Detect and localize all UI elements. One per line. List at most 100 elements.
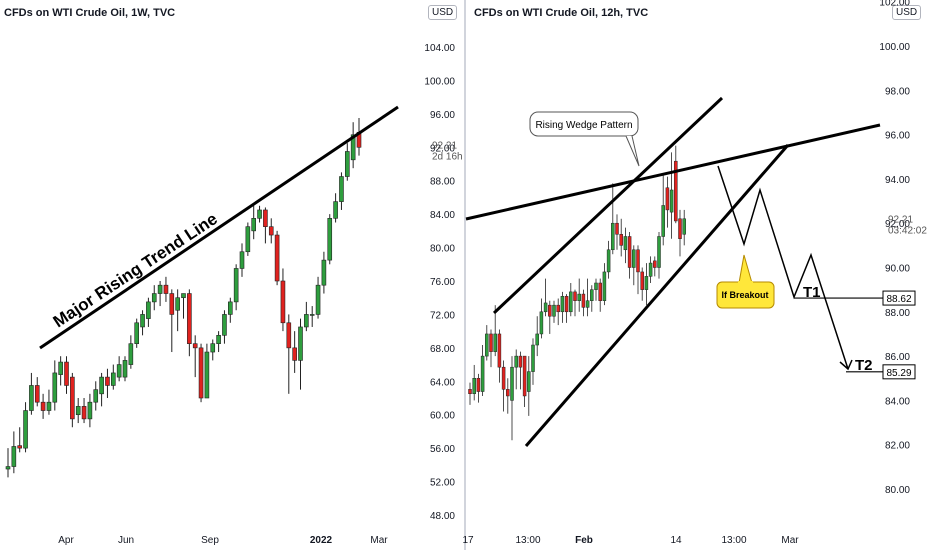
- weekly-candle-body: [298, 326, 303, 361]
- weekly-chart-canvas[interactable]: 104.00 100.00 96.00 92.00 88.00 84.00 80.00 76.…: [0, 0, 464, 550]
- weekly-candle-body: [204, 351, 210, 399]
- twelve-hour-candle-body: [627, 236, 632, 268]
- twelve-hour-candle-body: [539, 311, 544, 335]
- weekly-candle-body: [198, 347, 204, 399]
- wedge-upper-line[interactable]: [492, 96, 724, 315]
- weekly-candle-body: [280, 280, 286, 324]
- twelve-hour-candle-body: [468, 389, 472, 395]
- resistance-trend-line[interactable]: [465, 123, 881, 221]
- weekly-candle-body: [146, 301, 151, 319]
- twelve-hour-price-label: 92.21: [888, 215, 913, 226]
- twelve-hour-candle-body: [669, 189, 674, 213]
- breakout-callout-pointer: [738, 254, 753, 284]
- weekly-candle-body: [23, 410, 28, 449]
- weekly-y-tick-label: 104.00: [424, 43, 455, 54]
- weekly-candle-body: [251, 218, 256, 232]
- twelve-hour-candle-body: [527, 371, 531, 392]
- weekly-y-tick-label: 56.00: [430, 444, 455, 455]
- weekly-y-tick-label: 64.00: [430, 377, 455, 388]
- weekly-candle-body: [339, 176, 344, 202]
- weekly-candle-body: [40, 401, 46, 411]
- weekly-candle-body: [321, 259, 327, 286]
- weekly-y-tick-label: 80.00: [430, 244, 455, 255]
- weekly-candle-body: [75, 406, 81, 416]
- weekly-chart-panel[interactable]: CFDs on WTI Crude Oil, 1W, TVC USD 104.0…: [0, 0, 464, 550]
- twelve-hour-y-tick-label: 102.00: [879, 0, 910, 9]
- weekly-y-tick-label: 96.00: [430, 110, 455, 121]
- weekly-candle-body: [128, 343, 134, 365]
- twelve-hour-y-tick-label: 80.00: [885, 485, 910, 496]
- major-rising-trend-line[interactable]: [39, 105, 399, 350]
- weekly-candle-body: [140, 314, 145, 328]
- weekly-candle-body: [192, 343, 198, 349]
- t1-label: T1: [803, 284, 821, 301]
- weekly-candle-body: [81, 406, 87, 420]
- weekly-candle-body: [151, 293, 157, 303]
- weekly-candle-body: [70, 376, 75, 420]
- twelve-hour-x-tick-label: Feb: [575, 535, 593, 546]
- twelve-hour-candle-body: [606, 249, 611, 273]
- twelve-hour-candle-body: [472, 378, 476, 395]
- weekly-candle-body: [257, 209, 262, 219]
- twelve-hour-candle-body: [585, 300, 590, 308]
- weekly-candle-body: [64, 361, 69, 386]
- weekly-y-tick-label: 72.00: [430, 310, 455, 321]
- twelve-hour-candle-body: [678, 218, 682, 239]
- twelve-hour-candle-body: [476, 378, 481, 392]
- twelve-hour-candle-body: [682, 218, 686, 235]
- twelve-hour-candle-body: [623, 236, 628, 251]
- twelve-hour-candle-body: [602, 271, 607, 301]
- weekly-candle-body: [222, 314, 227, 336]
- twelve-hour-candle-body: [665, 187, 670, 211]
- twelve-hour-currency-badge[interactable]: USD: [892, 5, 922, 20]
- twelve-hour-candle-body: [548, 304, 552, 317]
- weekly-y-tick-label: 100.00: [424, 76, 455, 87]
- projection-arrowhead: [839, 359, 853, 371]
- weekly-candle-body: [333, 201, 338, 219]
- weekly-candle-body: [216, 335, 221, 344]
- panel-divider[interactable]: [464, 0, 466, 550]
- twelve-hour-candle-body: [598, 282, 602, 301]
- weekly-candle-body: [309, 314, 315, 316]
- wedge-lower-line[interactable]: [524, 144, 790, 447]
- trend-line-caption: Major Rising Trend Line: [50, 209, 221, 331]
- weekly-x-tick-label: Jun: [118, 535, 134, 546]
- twelve-hour-candle-body: [619, 234, 623, 246]
- weekly-x-tick-label: 2022: [310, 535, 333, 546]
- wedge-callout-pointer: [625, 135, 640, 167]
- twelve-hour-candle-body: [640, 271, 644, 290]
- weekly-candle-body: [5, 466, 11, 470]
- twelve-hour-y-tick-label: 96.00: [885, 131, 910, 142]
- weekly-candle-body: [228, 301, 233, 315]
- weekly-candle-body: [52, 372, 58, 403]
- twelve-hour-candle-body: [615, 222, 619, 235]
- twelve-hour-candle-body: [611, 222, 615, 251]
- twelve-hour-candle-body: [657, 236, 661, 268]
- weekly-candle-body: [175, 297, 180, 311]
- twelve-hour-candle-body: [543, 302, 548, 313]
- twelve-hour-candle-body: [573, 291, 577, 301]
- twelve-hour-y-tick-label: 98.00: [885, 86, 910, 97]
- weekly-y-tick-label: 76.00: [430, 277, 455, 288]
- twelve-hour-y-tick-label: 90.00: [885, 264, 910, 275]
- wedge-callout-box[interactable]: [529, 111, 639, 137]
- twelve-hour-chart-canvas[interactable]: 102.00 100.00 98.00 96.00 94.00 92.00 90.00 88.…: [462, 0, 932, 550]
- twelve-hour-x-tick-label: Mar: [781, 535, 799, 546]
- twelve-hour-candle-body: [636, 249, 640, 273]
- twelve-hour-candle-body: [489, 333, 493, 352]
- weekly-candle-body: [17, 445, 23, 449]
- weekly-candle-body: [58, 361, 63, 375]
- twelve-hour-candle-body: [661, 205, 665, 237]
- twelve-hour-candle-body: [535, 333, 539, 346]
- weekly-candle-body: [344, 151, 350, 177]
- weekly-candle-body: [304, 314, 309, 328]
- weekly-candle-body: [29, 385, 34, 411]
- weekly-countdown-label: 2d 16h: [432, 152, 463, 163]
- twelve-hour-y-tick-label: 88.00: [885, 308, 910, 319]
- twelve-hour-candle-body: [485, 333, 489, 357]
- projected-price-path[interactable]: [717, 165, 849, 370]
- weekly-currency-badge[interactable]: USD: [428, 5, 458, 20]
- weekly-candle-body: [268, 226, 274, 236]
- twelve-hour-chart-panel[interactable]: CFDs on WTI Crude Oil, 12h, TVC USD 102.…: [462, 0, 932, 550]
- weekly-candle-body: [187, 293, 192, 344]
